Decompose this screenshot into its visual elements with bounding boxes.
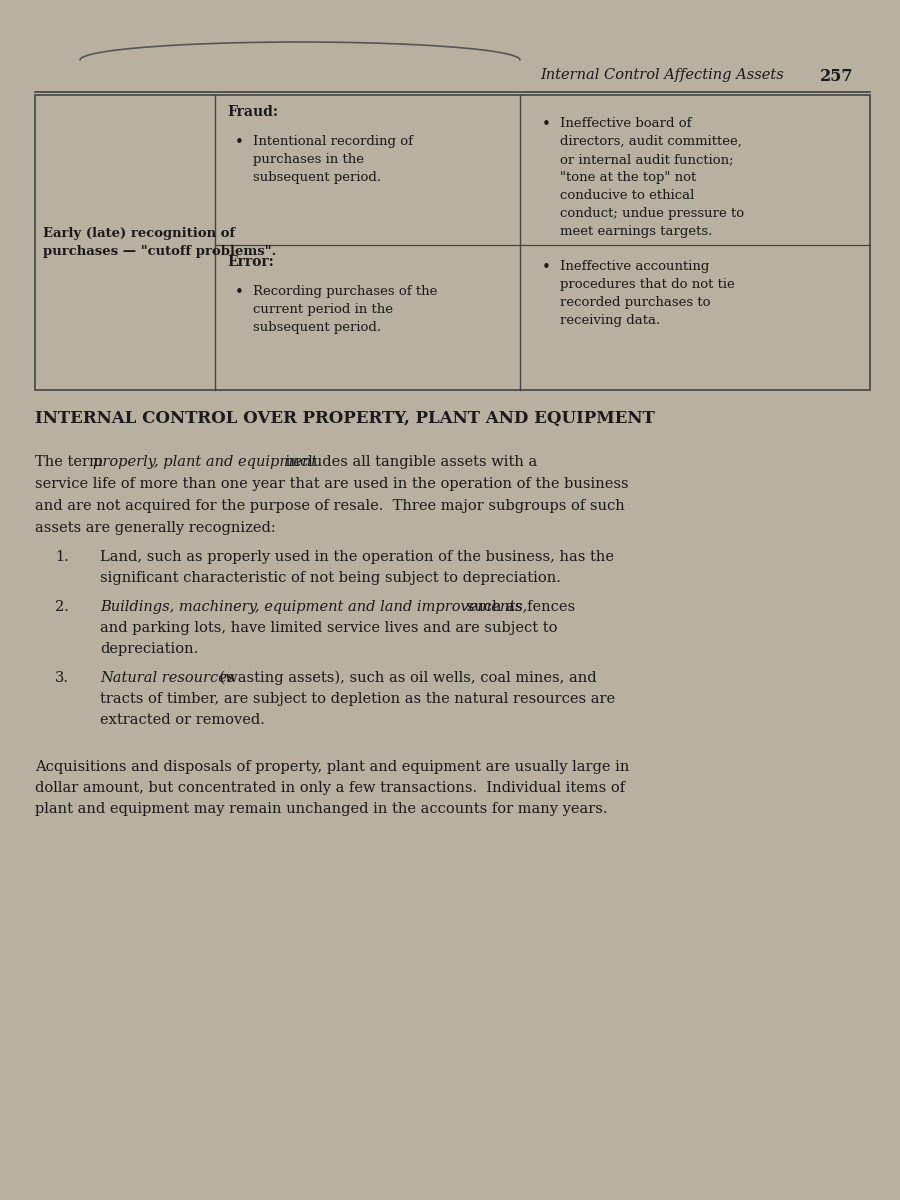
Text: properly, plant and equipment: properly, plant and equipment	[93, 455, 317, 469]
Text: depreciation.: depreciation.	[100, 642, 198, 655]
Text: Error:: Error:	[227, 254, 274, 269]
Bar	[35, 95, 870, 390]
Text: 2.: 2.	[55, 600, 69, 613]
Text: The term: The term	[35, 455, 107, 469]
Text: Internal Control Affecting Assets: Internal Control Affecting Assets	[540, 68, 784, 82]
Text: 1.: 1.	[55, 550, 68, 564]
Text: extracted or removed.: extracted or removed.	[100, 713, 265, 726]
Text: service life of more than one year that are used in the operation of the busines: service life of more than one year that …	[35, 476, 628, 491]
Text: Early (late) recognition of
purchases — "cutoff problems".: Early (late) recognition of purchases — …	[43, 228, 276, 258]
Text: assets are generally recognized:: assets are generally recognized:	[35, 521, 275, 535]
Text: •: •	[235, 284, 244, 300]
Text: significant characteristic of not being subject to depreciation.: significant characteristic of not being …	[100, 571, 561, 584]
Text: Recording purchases of the
current period in the
subsequent period.: Recording purchases of the current perio…	[253, 284, 437, 334]
Text: Buildings, machinery, equipment and land improvements,: Buildings, machinery, equipment and land…	[100, 600, 527, 613]
Text: Natural resources: Natural resources	[100, 671, 234, 684]
Text: Ineffective accounting
procedures that do not tie
recorded purchases to
receivin: Ineffective accounting procedures that d…	[560, 260, 734, 326]
Text: and are not acquired for the purpose of resale.  Three major subgroups of such: and are not acquired for the purpose of …	[35, 499, 625, 514]
Text: •: •	[542, 116, 551, 132]
Text: Ineffective board of
directors, audit committee,
or internal audit function;
"to: Ineffective board of directors, audit co…	[560, 116, 744, 238]
Text: dollar amount, but concentrated in only a few transactions.  Individual items of: dollar amount, but concentrated in only …	[35, 781, 626, 794]
Text: Acquisitions and disposals of property, plant and equipment are usually large in: Acquisitions and disposals of property, …	[35, 760, 629, 774]
Text: includes all tangible assets with a: includes all tangible assets with a	[281, 455, 537, 469]
Text: Intentional recording of
purchases in the
subsequent period.: Intentional recording of purchases in th…	[253, 134, 413, 184]
Text: •: •	[235, 134, 244, 150]
Text: such as fences: such as fences	[462, 600, 575, 613]
Text: plant and equipment may remain unchanged in the accounts for many years.: plant and equipment may remain unchanged…	[35, 802, 608, 816]
Text: 3.: 3.	[55, 671, 69, 684]
Text: Land, such as properly used in the operation of the business, has the: Land, such as properly used in the opera…	[100, 550, 614, 564]
Text: INTERNAL CONTROL OVER PROPERTY, PLANT AND EQUIPMENT: INTERNAL CONTROL OVER PROPERTY, PLANT AN…	[35, 410, 655, 427]
Text: •: •	[542, 260, 551, 275]
Text: Fraud:: Fraud:	[227, 104, 278, 119]
Text: 257: 257	[820, 68, 853, 85]
Text: and parking lots, have limited service lives and are subject to: and parking lots, have limited service l…	[100, 620, 557, 635]
Text: (wasting assets), such as oil wells, coal mines, and: (wasting assets), such as oil wells, coa…	[215, 671, 597, 685]
Text: tracts of timber, are subject to depletion as the natural resources are: tracts of timber, are subject to depleti…	[100, 691, 615, 706]
